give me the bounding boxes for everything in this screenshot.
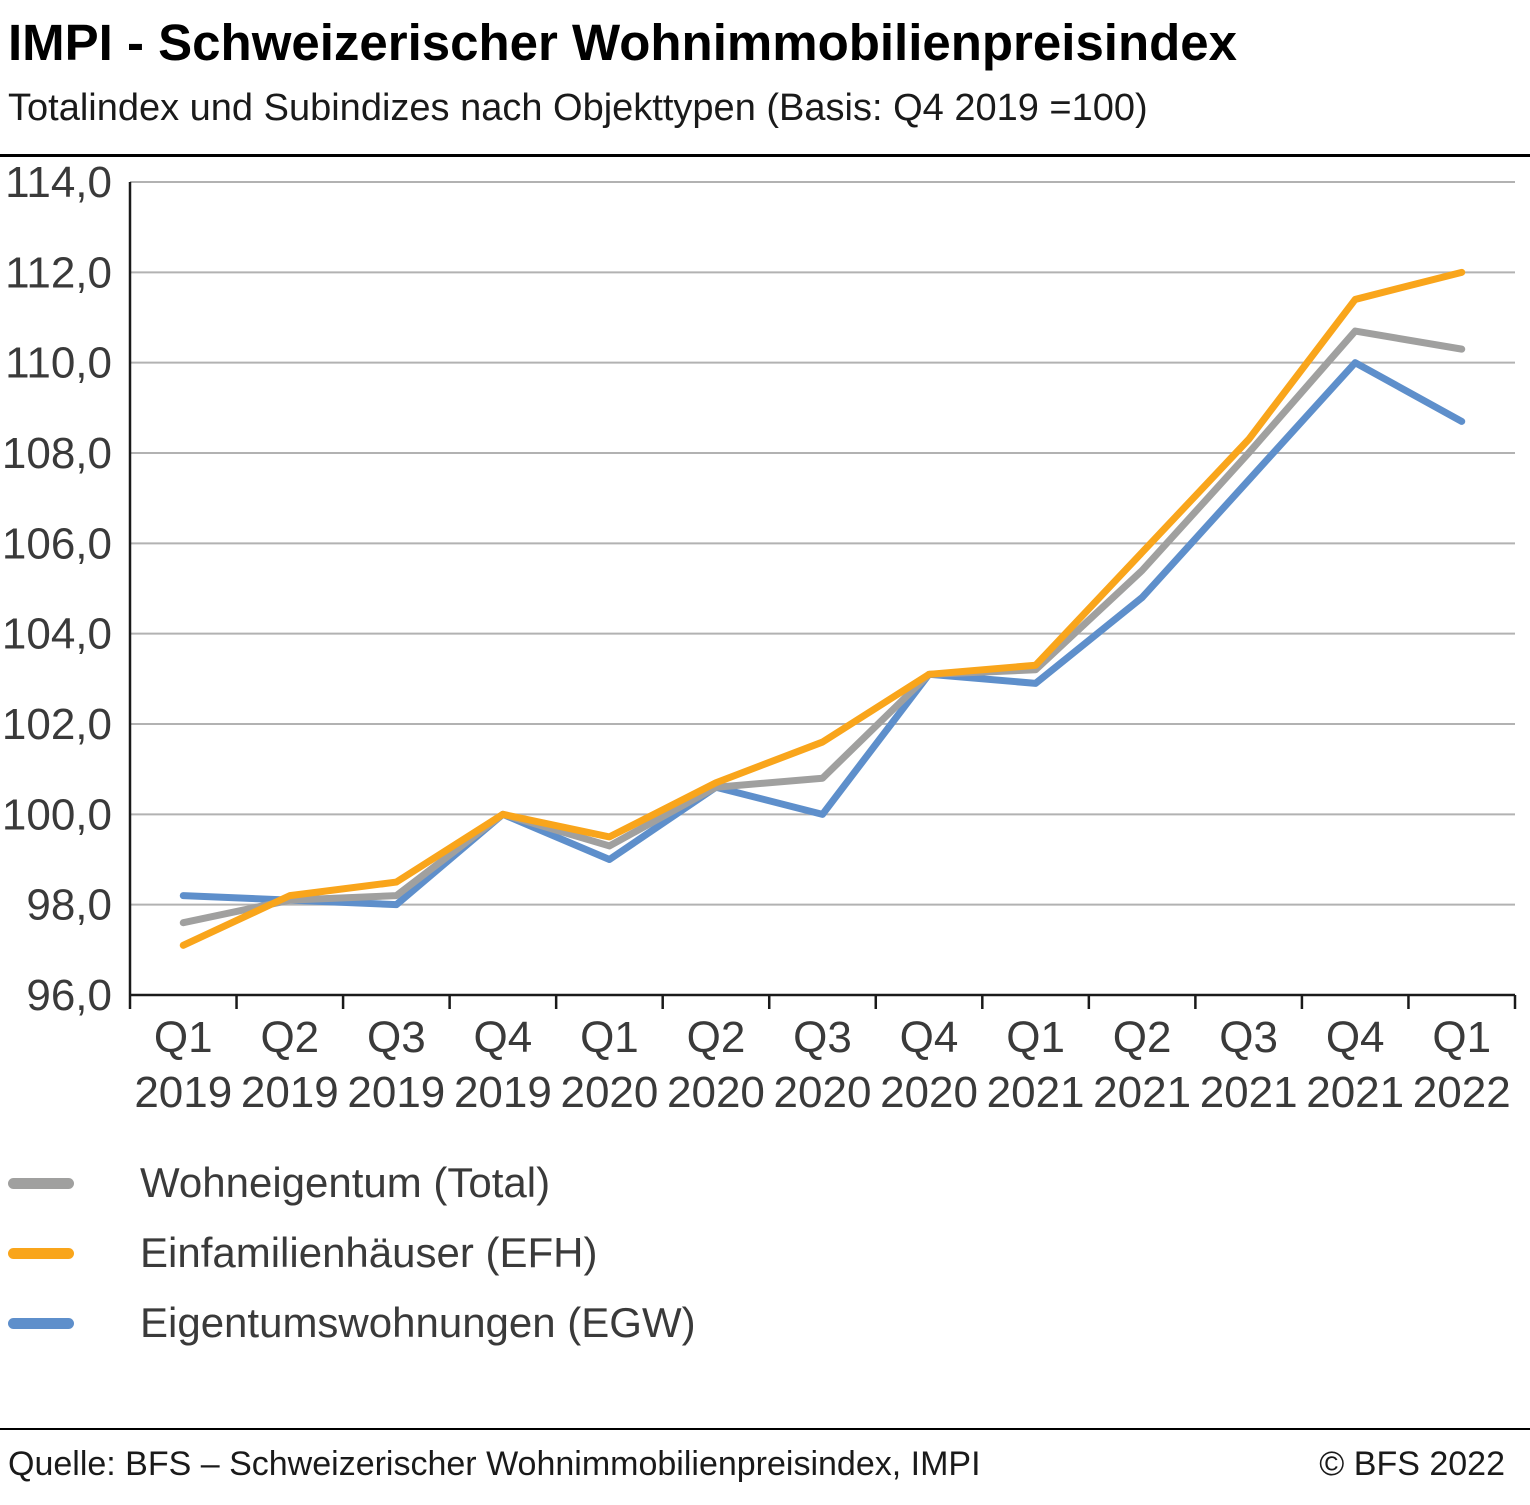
legend-label-total: Wohneigentum (Total) xyxy=(140,1159,551,1207)
legend: Wohneigentum (Total) Einfamilienhäuser (… xyxy=(0,1156,1530,1350)
y-tick-label: 100,0 xyxy=(2,790,112,839)
series-line-2 xyxy=(179,359,1466,909)
x-tick-label-year: 2020 xyxy=(880,1068,978,1117)
x-tick-label-quarter: Q3 xyxy=(1219,1013,1278,1062)
x-tick-label-quarter: Q4 xyxy=(900,1013,959,1062)
x-tick-label-quarter: Q1 xyxy=(1006,1013,1065,1062)
y-tick-label: 110,0 xyxy=(5,339,112,388)
y-tick-label: 104,0 xyxy=(2,610,112,659)
legend-item-efh: Einfamilienhäuser (EFH) xyxy=(8,1226,1530,1280)
x-tick-label-quarter: Q2 xyxy=(1113,1013,1172,1062)
legend-label-egw: Eigentumswohnungen (EGW) xyxy=(140,1299,696,1347)
legend-label-efh: Einfamilienhäuser (EFH) xyxy=(140,1229,598,1277)
series-line-0 xyxy=(179,327,1466,927)
x-tick-label-quarter: Q1 xyxy=(580,1013,639,1062)
legend-swatch-total xyxy=(8,1177,74,1189)
chart-header: IMPI - Schweizerischer Wohnimmobilienpre… xyxy=(0,0,1530,158)
x-tick-label-year: 2022 xyxy=(1413,1068,1511,1117)
page-title: IMPI - Schweizerischer Wohnimmobilienpre… xyxy=(8,14,1238,71)
x-tick-label-year: 2021 xyxy=(987,1068,1085,1117)
legend-item-total: Wohneigentum (Total) xyxy=(8,1156,1530,1210)
line-chart: 96,0 98,0 100,0 102,0 104,0 106,0 108,0 110,0 11… xyxy=(2,158,1517,1117)
y-tick-label: 112,0 xyxy=(5,248,112,297)
x-tick-label-year: 2021 xyxy=(1200,1068,1298,1117)
x-tick-label-quarter: Q3 xyxy=(367,1013,426,1062)
page-subtitle: Totalindex und Subindizes nach Objekttyp… xyxy=(8,87,1148,130)
y-tick-label: 106,0 xyxy=(2,519,112,568)
x-tick-label-quarter: Q1 xyxy=(154,1013,213,1062)
y-tick-label: 114,0 xyxy=(5,158,112,207)
x-tick-label-year: 2019 xyxy=(454,1068,552,1117)
x-tick-label-year: 2019 xyxy=(241,1068,339,1117)
x-tick-label-year: 2020 xyxy=(560,1068,658,1117)
x-tick-label-quarter: Q2 xyxy=(687,1013,746,1062)
x-tick-label-year: 2021 xyxy=(1306,1068,1404,1117)
x-tick-label-year: 2019 xyxy=(134,1068,232,1117)
x-tick-label-year: 2019 xyxy=(347,1068,445,1117)
legend-swatch-efh xyxy=(8,1247,74,1259)
y-tick-label: 102,0 xyxy=(2,700,112,749)
x-tick-label-year: 2021 xyxy=(1093,1068,1191,1117)
x-tick-label-year: 2020 xyxy=(774,1068,872,1117)
legend-swatch-egw xyxy=(8,1317,74,1329)
copyright-text: © BFS 2022 xyxy=(1319,1445,1505,1483)
header-divider xyxy=(0,154,1530,158)
x-tick-label-year: 2020 xyxy=(667,1068,765,1117)
y-tick-label: 108,0 xyxy=(2,429,112,478)
x-tick-label-quarter: Q4 xyxy=(1326,1013,1385,1062)
x-tick-label-quarter: Q3 xyxy=(793,1013,852,1062)
chart-area: 96,0 98,0 100,0 102,0 104,0 106,0 108,0 110,0 11… xyxy=(0,157,1530,1142)
x-tick-label-quarter: Q1 xyxy=(1432,1013,1491,1062)
x-tick-label-quarter: Q4 xyxy=(474,1013,533,1062)
source-text: Quelle: BFS – Schweizerischer Wohnimmobi… xyxy=(8,1445,981,1483)
x-tick-label-quarter: Q2 xyxy=(260,1013,319,1062)
footer: Quelle: BFS – Schweizerischer Wohnimmobi… xyxy=(0,1428,1530,1505)
legend-item-egw: Eigentumswohnungen (EGW) xyxy=(8,1296,1530,1350)
y-tick-label: 96,0 xyxy=(26,971,112,1020)
y-tick-label: 98,0 xyxy=(26,881,112,930)
series-line-1 xyxy=(179,268,1466,949)
